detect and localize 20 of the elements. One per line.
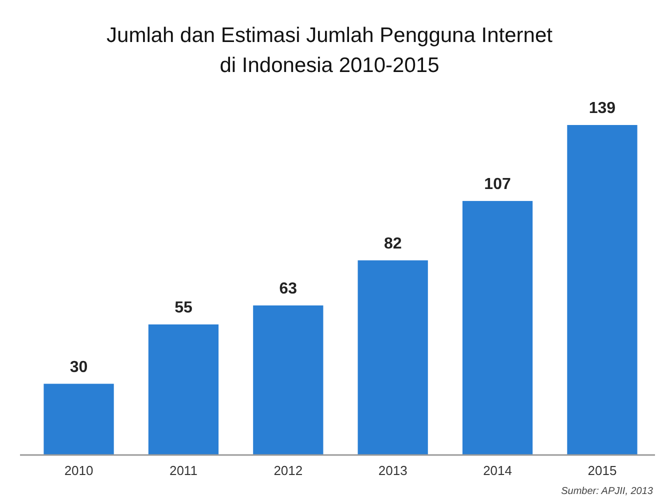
bar [44,384,114,455]
x-tick-label: 2015 [588,463,617,478]
data-label: 55 [174,299,192,316]
bar [148,324,219,455]
bar [253,305,324,455]
data-label: 30 [70,358,88,376]
data-label: 139 [588,100,616,117]
text: Sumber: APJII, 2013 [561,486,654,497]
x-tick-label: 2013 [378,463,408,478]
x-tick-label: 2010 [64,463,94,478]
bar [462,200,533,455]
x-tick-label: 2012 [274,463,303,478]
bar [358,260,428,455]
x-tick-label: 2011 [169,463,198,478]
data-label: 63 [279,280,298,298]
bar [567,125,638,455]
data-label: 82 [384,235,402,252]
x-tick-label: 2014 [483,463,512,478]
chart-title: Jumlah dan Estimasi Jumlah Pengguna Internet di Indonesia 2010-2015 [106,24,553,77]
data-label: 107 [484,176,511,193]
